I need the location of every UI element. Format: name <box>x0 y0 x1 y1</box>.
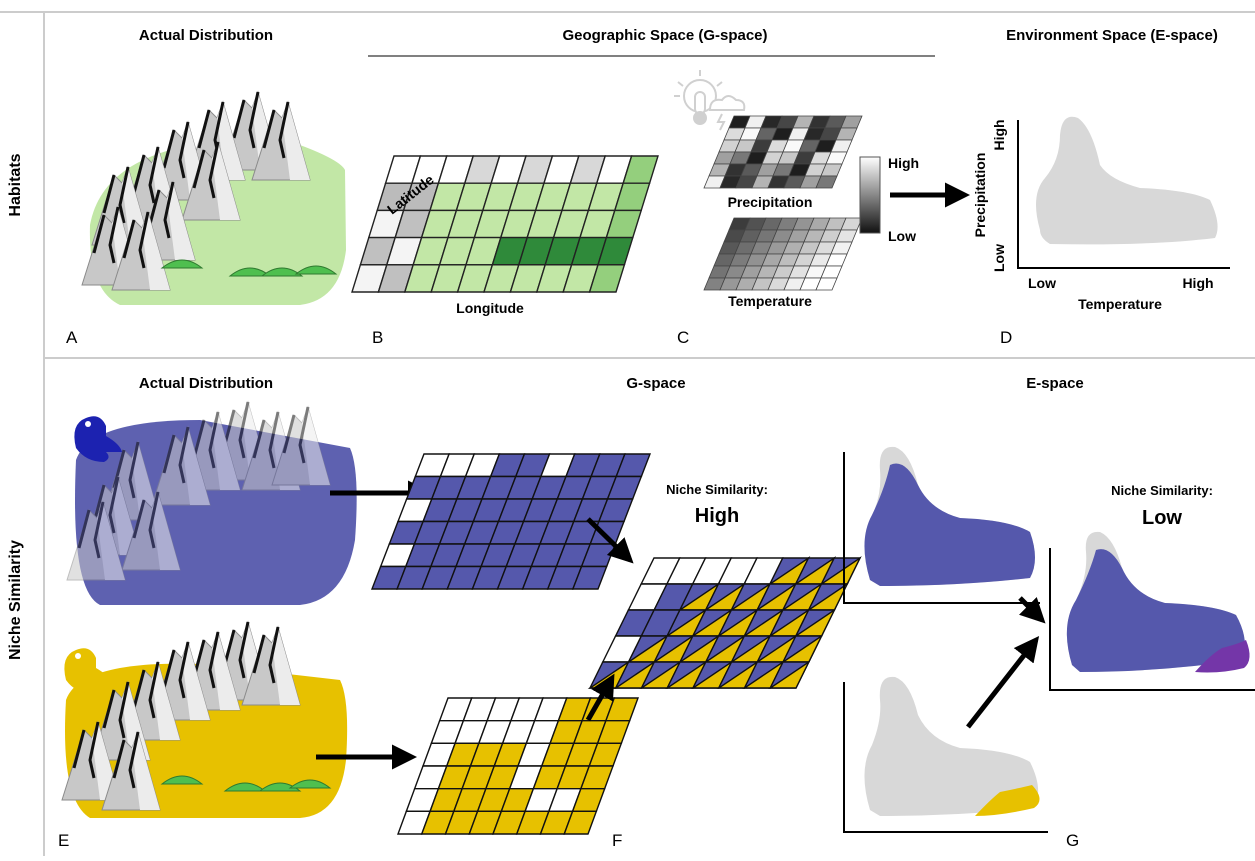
espace-plot-overlap <box>1049 531 1255 691</box>
scale-low-label: Low <box>888 228 916 244</box>
color-scale-bar <box>859 156 881 234</box>
espace-plot-yellow <box>843 676 1048 833</box>
gspace-title: Geographic Space (G-space) <box>562 27 767 44</box>
arrow-icon <box>585 673 615 722</box>
grid-cell <box>815 277 838 291</box>
yellow-gspace-grid <box>396 697 640 835</box>
x-high-label: High <box>1182 275 1213 291</box>
temperature-grid <box>703 217 863 291</box>
latitude-longitude-grid <box>351 155 659 293</box>
y-high-label: High <box>991 119 1007 150</box>
blue-gspace-grid <box>370 453 652 590</box>
x-low-label: Low <box>1028 275 1056 291</box>
arrow-icon <box>586 517 634 564</box>
arrow-icon <box>966 636 1040 729</box>
espace-title: Environment Space (E-space) <box>1006 27 1218 44</box>
landscape-yellow <box>60 620 348 818</box>
grid-cell <box>563 810 598 835</box>
weather-icon <box>674 70 746 131</box>
gspace-title-bottom: G-space <box>626 375 685 392</box>
niche-similarity-value-g: High <box>695 505 739 527</box>
row-label-niche-similarity: Niche Similarity <box>7 540 24 660</box>
panel-letter-c: C <box>677 328 689 347</box>
actual-distribution-title: Actual Distribution <box>139 27 273 44</box>
niche-similarity-label-e: Niche Similarity: <box>1111 483 1213 498</box>
grid-cell <box>588 264 626 293</box>
panel-letter-b: B <box>372 328 383 347</box>
longitude-label: Longitude <box>456 300 524 316</box>
row-label-habitats: Habitats <box>7 153 24 216</box>
panel-letter-g: G <box>1066 831 1079 850</box>
panel-letter-e: E <box>58 831 69 850</box>
espace-plot-d <box>1017 116 1230 269</box>
precipitation-axis-label: Precipitation <box>972 153 988 238</box>
temperature-axis-label: Temperature <box>1078 296 1162 312</box>
panel-letter-d: D <box>1000 328 1012 347</box>
scale-high-label: High <box>888 155 919 171</box>
panel-letter-a: A <box>66 328 78 347</box>
actual-distribution-title-bottom: Actual Distribution <box>139 375 273 392</box>
panel-letter-f: F <box>612 831 622 850</box>
espace-title-bottom: E-space <box>1026 375 1084 392</box>
grid-cell <box>815 175 838 189</box>
niche-similarity-value-e: Low <box>1142 507 1182 529</box>
temperature-label: Temperature <box>728 293 812 309</box>
arrow-icon <box>1018 596 1046 624</box>
landscape-a <box>80 90 346 305</box>
precipitation-grid <box>703 115 863 189</box>
espace-plot-blue <box>843 446 1040 604</box>
grid-cell-overlap <box>767 659 811 689</box>
y-low-label: Low <box>991 244 1007 272</box>
niche-similarity-label-g: Niche Similarity: <box>666 482 768 497</box>
landscape-blue <box>65 400 357 605</box>
grid-cell <box>571 565 608 590</box>
overlap-gspace-grid <box>587 555 862 689</box>
precipitation-label: Precipitation <box>728 194 813 210</box>
